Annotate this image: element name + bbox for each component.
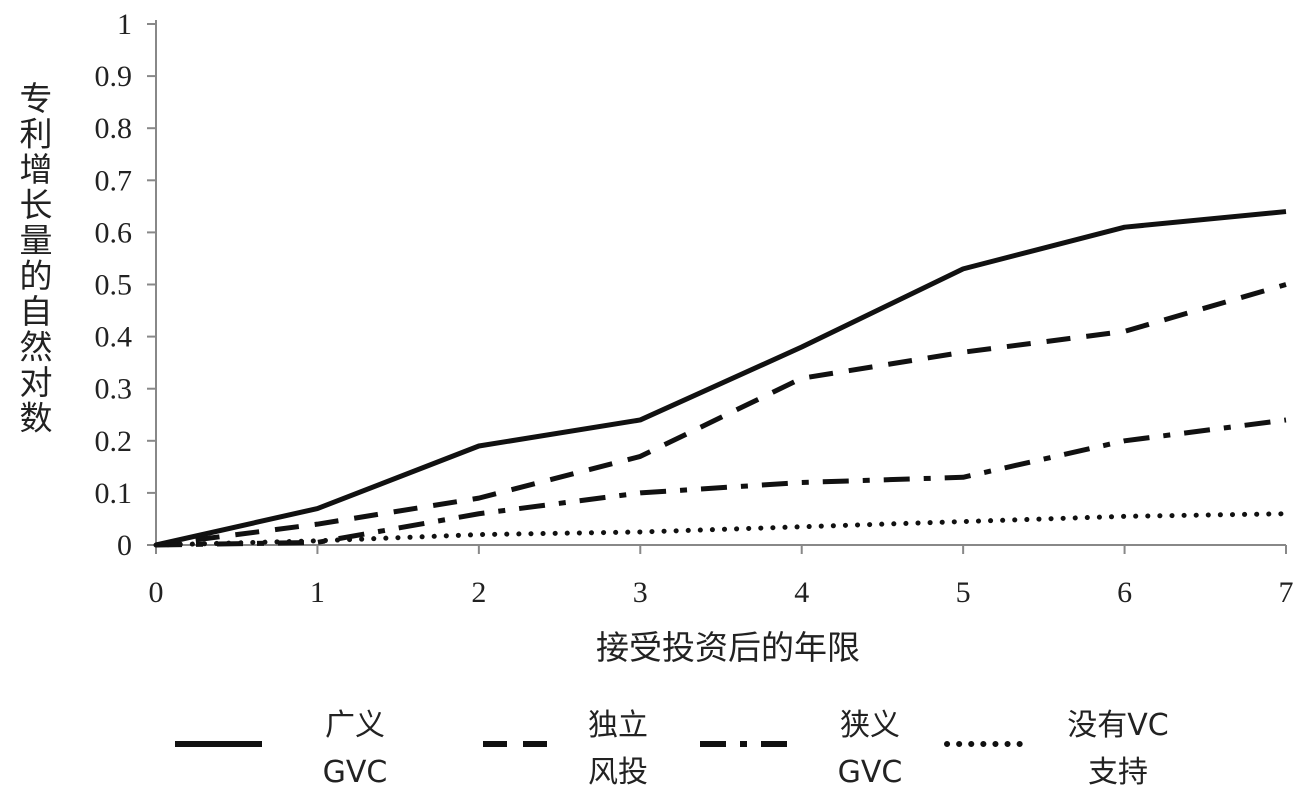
series-line-2 — [155, 417, 1287, 548]
y-tick-label: 0 — [117, 529, 132, 562]
legend: 广义 GVC 独立风投 狭义 GVC 没有VC 支持 — [175, 708, 1169, 790]
legend-label-line: 风投 — [588, 755, 648, 790]
x-tick-label: 7 — [1279, 576, 1294, 609]
y-axis-ticks: 0 0.1 0.2 0.3 0.4 0.5 0.6 0.7 0.8 0.9 1 — [95, 8, 156, 562]
y-tick-label: 0.8 — [95, 112, 133, 145]
legend-label-line: GVC — [323, 755, 388, 790]
y-tick-label: 0.5 — [95, 269, 133, 302]
legend-label-line: GVC — [838, 755, 903, 790]
y-axis-label: 专利增长量的自然对数 — [20, 79, 53, 438]
legend-label-line: 独立 — [588, 708, 648, 743]
x-axis-label: 接受投资后的年限 — [596, 628, 860, 667]
x-tick-label: 2 — [471, 576, 486, 609]
legend-label-2: 狭义 GVC — [838, 708, 903, 790]
series-line-0 — [155, 209, 1287, 548]
y-tick-label: 0.4 — [95, 321, 133, 354]
y-tick-label: 0.9 — [95, 60, 133, 93]
axes — [155, 20, 1286, 546]
series-line-3 — [153, 511, 1289, 548]
x-axis-ticks: 0 1 2 3 4 5 6 7 — [149, 545, 1294, 609]
y-tick-label: 0.6 — [95, 216, 133, 249]
y-tick-label: 0.2 — [95, 425, 133, 458]
legend-label-3: 没有VC 支持 — [1067, 708, 1168, 790]
y-tick-label: 0.7 — [95, 164, 133, 197]
x-tick-label: 5 — [956, 576, 971, 609]
y-axis-label-text: 专利增长量的自然对数 — [20, 79, 53, 438]
x-tick-label: 6 — [1117, 576, 1132, 609]
legend-label-line: 狭义 — [840, 708, 900, 743]
y-tick-label: 1 — [117, 8, 132, 41]
x-tick-label: 0 — [149, 576, 164, 609]
x-tick-label: 3 — [633, 576, 648, 609]
legend-label-0: 广义 GVC — [323, 708, 388, 790]
series-lines — [153, 209, 1289, 548]
legend-label-line: 没有VC — [1067, 708, 1168, 743]
legend-label-line: 支持 — [1088, 755, 1148, 790]
x-tick-label: 4 — [794, 576, 809, 609]
series-line-1 — [155, 282, 1287, 548]
y-tick-label: 0.3 — [95, 373, 133, 406]
legend-label-1: 独立风投 — [588, 708, 648, 790]
y-tick-label: 0.1 — [95, 477, 133, 510]
x-tick-label: 1 — [310, 576, 325, 609]
legend-label-line: 广义 — [325, 708, 385, 743]
